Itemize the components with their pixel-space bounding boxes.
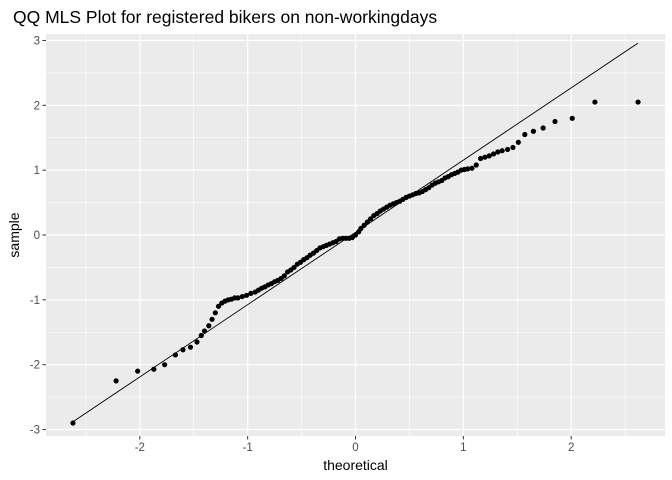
data-point [209, 316, 215, 322]
data-point [552, 118, 558, 125]
chart-title: QQ MLS Plot for registered bikers on non… [13, 7, 437, 27]
data-point [465, 166, 471, 172]
data-point [291, 264, 297, 271]
data-point [569, 115, 575, 121]
y-tick-label: -1 [30, 295, 40, 307]
data-point [215, 303, 222, 309]
data-point [499, 148, 505, 154]
data-point [361, 222, 367, 228]
data-point [212, 310, 218, 316]
data-point [530, 128, 537, 134]
data-point [540, 125, 546, 131]
data-point [352, 232, 359, 238]
data-point [239, 293, 245, 300]
data-point [281, 273, 287, 279]
data-point [469, 165, 475, 171]
y-tick-label: 2 [34, 100, 40, 112]
data-point [172, 352, 179, 358]
x-axis-title: theoretical [323, 457, 388, 473]
data-point [490, 151, 497, 157]
data-point [486, 153, 492, 159]
data-point [201, 328, 208, 334]
data-point [364, 219, 370, 225]
data-point [477, 155, 484, 162]
data-point [194, 339, 200, 345]
x-tick-label: 1 [460, 442, 466, 454]
data-points [70, 99, 641, 426]
x-tick-label: -1 [243, 442, 253, 454]
data-point [510, 144, 516, 151]
data-point [248, 290, 254, 296]
y-tick-label: 0 [34, 230, 40, 242]
data-point [235, 295, 241, 301]
y-tick-label: 3 [34, 35, 40, 47]
x-tick-label: -2 [135, 442, 145, 454]
data-point [358, 225, 364, 232]
data-point [592, 99, 598, 105]
x-axis-ticks: -2 -1 0 1 2 [135, 436, 574, 454]
data-point [635, 99, 641, 105]
data-point [473, 162, 479, 168]
data-point [495, 149, 501, 155]
data-point [515, 139, 521, 145]
data-point [522, 131, 528, 138]
data-point [504, 146, 511, 153]
data-point [482, 154, 488, 160]
data-point [243, 292, 250, 298]
x-tick-label: 0 [352, 442, 358, 454]
data-point [180, 347, 186, 353]
y-tick-label: -2 [30, 360, 40, 372]
y-axis-ticks: -3 -2 -1 0 1 2 3 [30, 35, 46, 437]
data-point [151, 366, 157, 372]
data-point [162, 362, 168, 368]
data-point [367, 216, 374, 222]
y-axis-title: sample [6, 212, 22, 257]
y-tick-label: -3 [30, 425, 40, 437]
x-tick-label: 2 [568, 442, 574, 454]
y-tick-label: 1 [34, 165, 40, 177]
data-point [187, 344, 194, 350]
data-point [113, 378, 119, 384]
data-point [135, 368, 141, 374]
data-point [198, 332, 204, 339]
data-point [70, 420, 76, 426]
data-point [206, 323, 212, 329]
